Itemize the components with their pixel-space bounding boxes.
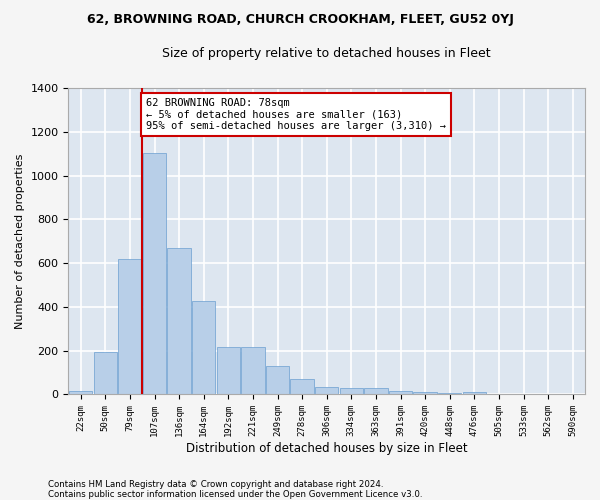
Bar	[290, 379, 314, 394]
Bar	[266, 366, 289, 394]
Bar	[69, 390, 92, 394]
Bar	[217, 348, 240, 395]
Y-axis label: Number of detached properties: Number of detached properties	[15, 154, 25, 329]
Bar	[167, 248, 191, 394]
Bar	[364, 388, 388, 394]
Bar	[340, 388, 363, 394]
X-axis label: Distribution of detached houses by size in Fleet: Distribution of detached houses by size …	[186, 442, 467, 455]
Bar	[143, 152, 166, 394]
Bar	[192, 302, 215, 394]
Text: 62, BROWNING ROAD, CHURCH CROOKHAM, FLEET, GU52 0YJ: 62, BROWNING ROAD, CHURCH CROOKHAM, FLEE…	[86, 12, 514, 26]
Text: Contains HM Land Registry data © Crown copyright and database right 2024.: Contains HM Land Registry data © Crown c…	[48, 480, 383, 489]
Bar	[463, 392, 486, 394]
Bar	[389, 390, 412, 394]
Title: Size of property relative to detached houses in Fleet: Size of property relative to detached ho…	[163, 48, 491, 60]
Bar	[241, 348, 265, 395]
Text: Contains public sector information licensed under the Open Government Licence v3: Contains public sector information licen…	[48, 490, 422, 499]
Bar	[413, 392, 437, 394]
Bar	[94, 352, 117, 395]
Bar	[118, 259, 142, 394]
Bar	[315, 387, 338, 394]
Text: 62 BROWNING ROAD: 78sqm
← 5% of detached houses are smaller (163)
95% of semi-de: 62 BROWNING ROAD: 78sqm ← 5% of detached…	[146, 98, 446, 131]
